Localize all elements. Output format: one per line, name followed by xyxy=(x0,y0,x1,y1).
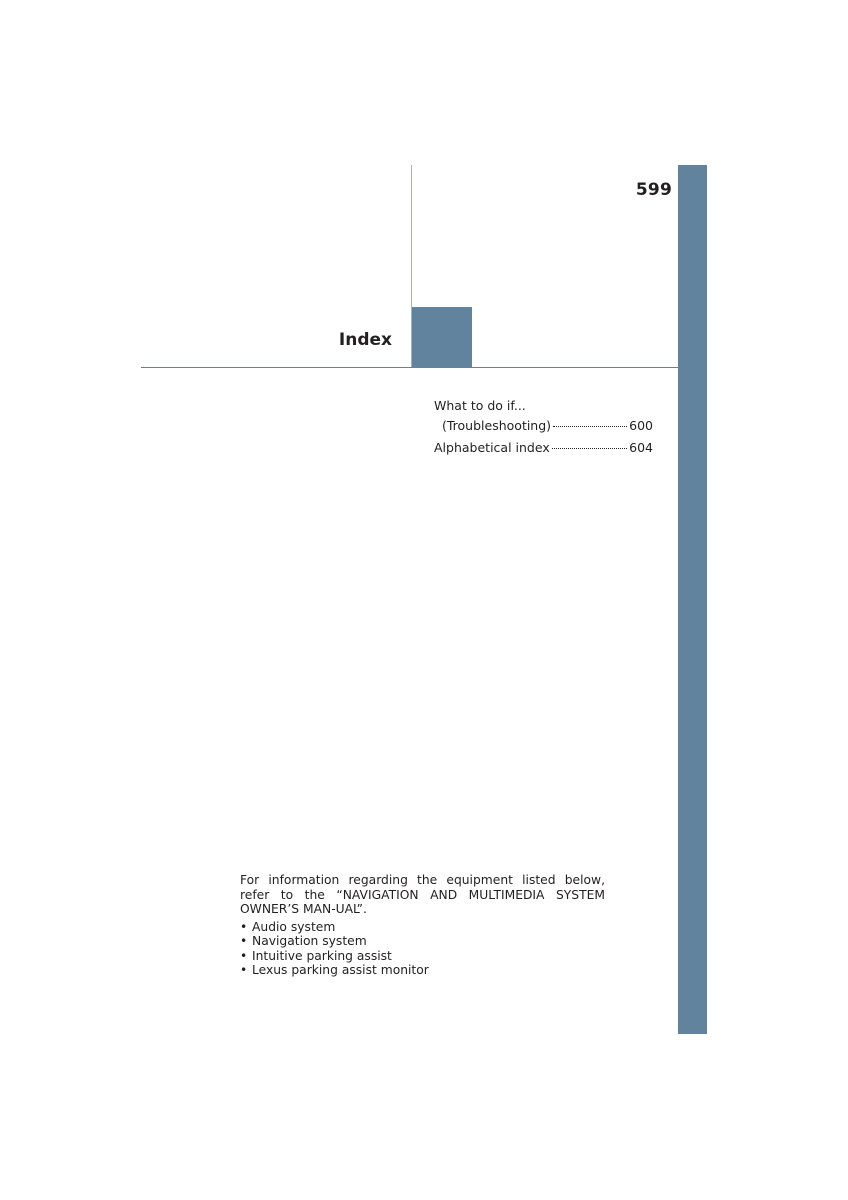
list-item: • Intuitive parking assist xyxy=(240,949,605,964)
toc-entry-label: (Troubleshooting) xyxy=(442,418,552,433)
section-marker-block xyxy=(412,307,472,367)
page-number: 599 xyxy=(635,180,672,200)
bullet-icon: • xyxy=(240,934,248,948)
list-item-label: Intuitive parking assist xyxy=(252,948,392,963)
table-of-contents: What to do if... (Troubleshooting) 600 A… xyxy=(434,396,653,458)
equipment-note: For information regarding the equipment … xyxy=(240,873,605,978)
toc-entry-alphabetical-index[interactable]: Alphabetical index 604 xyxy=(434,438,653,458)
toc-entry-troubleshooting[interactable]: (Troubleshooting) 600 xyxy=(434,416,653,436)
toc-entry-page: 600 xyxy=(629,418,653,433)
list-item: • Audio system xyxy=(240,920,605,935)
list-item: • Navigation system xyxy=(240,934,605,949)
toc-leader-dots xyxy=(553,426,628,427)
bullet-icon: • xyxy=(240,948,248,963)
header-horizontal-rule xyxy=(141,367,678,368)
bullet-icon: • xyxy=(240,919,248,934)
toc-leader-dots xyxy=(551,448,628,449)
section-title: Index xyxy=(338,330,392,350)
toc-entry-what-to-do[interactable]: What to do if... xyxy=(434,396,653,416)
toc-entry-label: What to do if... xyxy=(434,398,526,413)
bullet-icon: • xyxy=(240,963,248,977)
list-item-label: Audio system xyxy=(252,919,336,934)
toc-entry-label: Alphabetical index xyxy=(434,440,550,455)
list-item: • Lexus parking assist monitor xyxy=(240,963,605,978)
header-vertical-rule xyxy=(411,165,412,367)
list-item-label: Lexus parking assist monitor xyxy=(252,963,429,977)
chapter-side-tab xyxy=(678,165,707,1034)
list-item-label: Navigation system xyxy=(252,934,367,948)
equipment-list: • Audio system • Navigation system • Intuit… xyxy=(240,920,605,978)
note-paragraph: For information regarding the equipment … xyxy=(240,873,605,916)
toc-entry-page: 604 xyxy=(629,440,653,455)
